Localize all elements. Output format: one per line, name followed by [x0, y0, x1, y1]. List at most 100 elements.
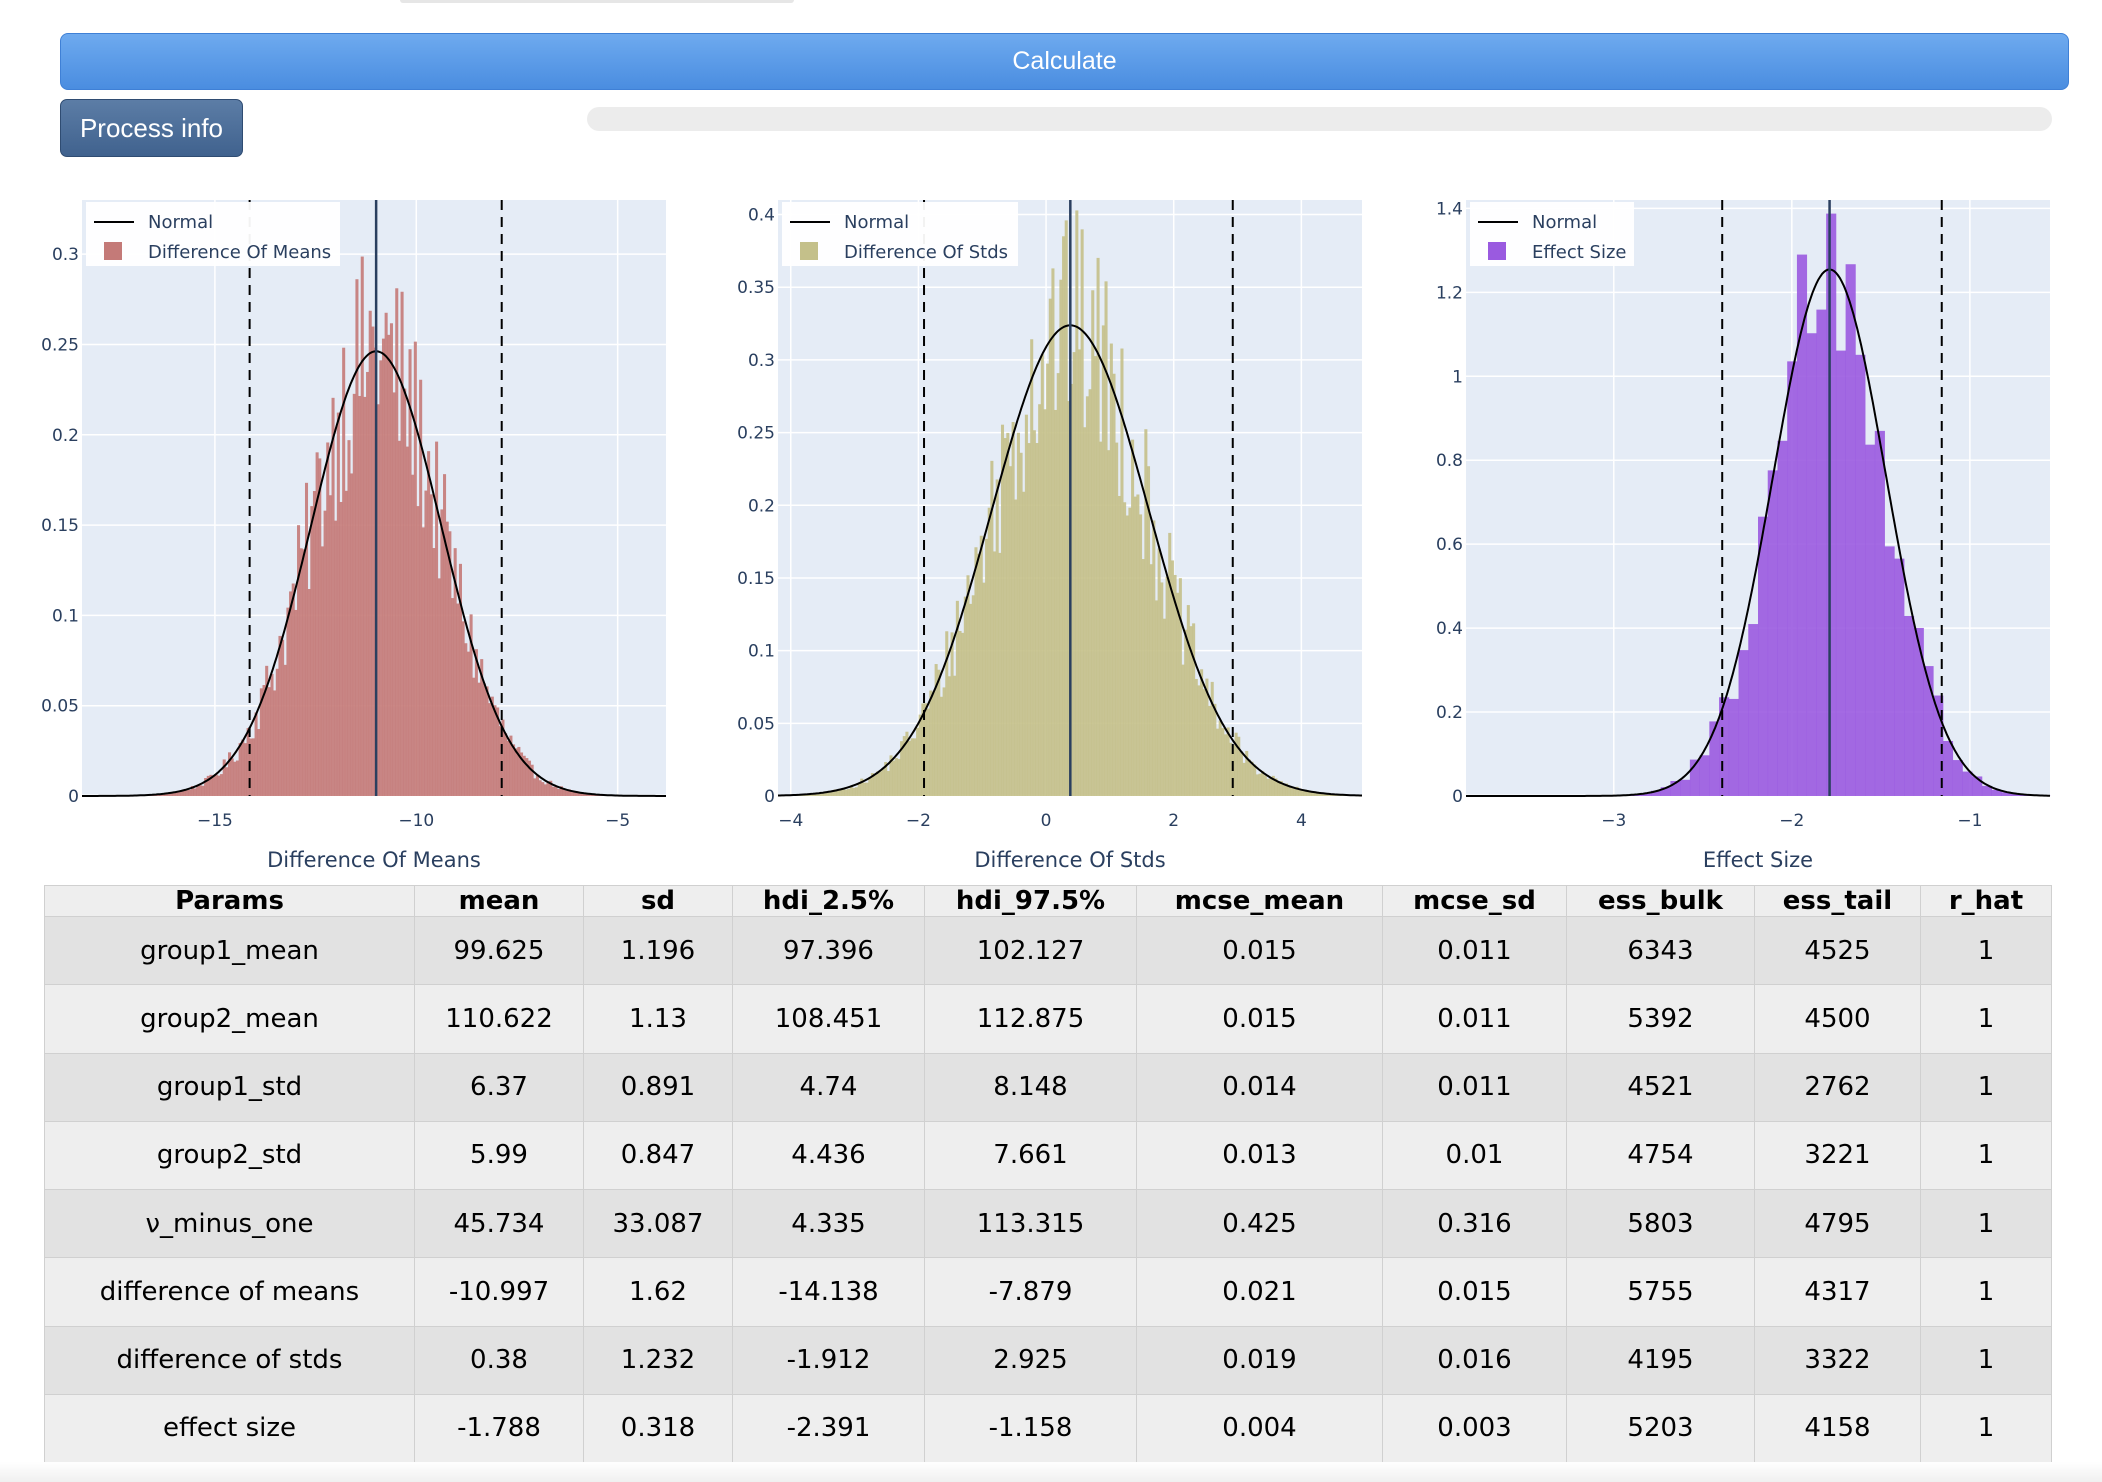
- y-tick-label: 0: [68, 787, 79, 807]
- cell-hdi-low: 4.436: [732, 1120, 925, 1191]
- y-tick-label: 1.2: [1436, 283, 1463, 303]
- histogram-bar: [1991, 789, 2002, 796]
- cell-param: ν_minus_one: [44, 1188, 415, 1259]
- y-tick-label: 0: [764, 787, 775, 807]
- histogram-bar: [535, 775, 539, 796]
- process-info-button[interactable]: Process info: [60, 99, 243, 157]
- calculate-button[interactable]: Calculate: [60, 33, 2069, 90]
- histogram-bar: [1285, 783, 1289, 796]
- histogram-bar: [942, 687, 946, 796]
- histogram-bar: [1680, 779, 1691, 796]
- histogram-bar: [243, 743, 247, 796]
- cell-hdi-high: 112.875: [924, 984, 1137, 1054]
- histogram-bar: [817, 793, 821, 796]
- histogram-bar: [1205, 678, 1209, 796]
- histogram-bar: [1112, 373, 1116, 796]
- histogram-bar: [1146, 466, 1151, 796]
- histogram-bar: [565, 790, 569, 796]
- histogram-bar: [1322, 793, 1326, 796]
- histogram-bar: [1261, 771, 1265, 796]
- histogram-bar: [193, 788, 197, 796]
- histogram-bar: [1258, 773, 1262, 796]
- cell-mcse-mean: 0.021: [1136, 1257, 1383, 1327]
- histogram-bar: [1200, 669, 1204, 796]
- histogram-bar: [849, 785, 853, 796]
- histogram-bar: [1709, 721, 1720, 796]
- histogram-bar: [1030, 339, 1034, 796]
- cell-r-hat: 1: [1920, 1188, 2052, 1259]
- histogram-bar: [1101, 325, 1105, 796]
- y-tick-label: 1: [1452, 367, 1463, 387]
- histogram-bar: [1282, 784, 1286, 796]
- histogram-bar: [262, 685, 266, 796]
- histogram-bar: [538, 780, 542, 796]
- histogram-bar: [1670, 780, 1681, 796]
- cell-sd: 33.087: [583, 1188, 733, 1259]
- histogram-bar: [1054, 409, 1058, 796]
- cell-mcse-mean: 0.019: [1136, 1325, 1383, 1395]
- histogram-bar: [1019, 452, 1023, 796]
- histogram-bar: [435, 441, 439, 796]
- histogram-bar: [453, 548, 457, 796]
- histogram-bar: [241, 739, 245, 796]
- histogram-bar: [281, 639, 285, 796]
- histogram-bar: [974, 547, 978, 796]
- histogram-bar: [1093, 356, 1097, 796]
- histogram-bar: [947, 676, 951, 796]
- x-tick-label: −2: [906, 811, 931, 831]
- histogram-bar: [828, 792, 832, 796]
- x-axis-title: Difference Of Stds: [974, 848, 1165, 872]
- y-tick-label: 0.1: [748, 642, 775, 662]
- histogram-bar: [1981, 785, 1992, 796]
- histogram-bar: [939, 696, 943, 796]
- histogram-bar: [1016, 432, 1020, 796]
- cell-hdi-high: 7.661: [924, 1120, 1137, 1191]
- histogram-bar: [504, 733, 508, 796]
- cell-mcse-sd: 0.003: [1382, 1393, 1567, 1464]
- histogram-bar: [188, 789, 192, 796]
- histogram-bar: [238, 743, 242, 796]
- histogram-bar: [1287, 786, 1291, 796]
- histogram-bar: [1133, 496, 1137, 796]
- histogram-bar: [1269, 778, 1273, 796]
- histogram-bar: [961, 632, 965, 796]
- histogram-bar: [1178, 578, 1182, 796]
- histogram-bar: [1218, 720, 1222, 796]
- histogram-bar: [1006, 432, 1010, 796]
- histogram-bar: [1245, 750, 1249, 796]
- histogram-bar: [472, 677, 476, 796]
- histogram-bar: [251, 738, 255, 796]
- histogram-bar: [461, 621, 465, 796]
- cell-mcse-mean: 0.015: [1136, 984, 1383, 1054]
- histogram-bar: [1641, 793, 1652, 796]
- histogram-bar: [1806, 333, 1817, 796]
- histogram-bar: [358, 395, 362, 796]
- header-hdi-high: hdi_97.5%: [924, 885, 1137, 917]
- histogram-bar: [963, 596, 967, 796]
- histogram-bar: [249, 738, 253, 796]
- histogram-bars: [143, 256, 606, 796]
- histogram-bar: [1324, 793, 1328, 796]
- histogram-bar: [474, 649, 478, 796]
- histogram-bar: [1131, 439, 1135, 796]
- cell-ess-bulk: 5803: [1566, 1188, 1755, 1259]
- cell-r-hat: 1: [1920, 1120, 2052, 1191]
- legend-bar-swatch: [104, 242, 122, 260]
- histogram-bar: [945, 631, 949, 796]
- y-tick-label: 0.4: [1436, 619, 1463, 639]
- histogram-bar: [485, 686, 489, 796]
- histogram-bar: [1835, 350, 1846, 796]
- histogram-bar: [1826, 213, 1837, 796]
- y-tick-label: 0.2: [748, 496, 775, 516]
- header-ess-bulk: ess_bulk: [1566, 885, 1755, 917]
- cell-param: group2_mean: [44, 984, 415, 1054]
- histogram-bar: [1040, 354, 1044, 796]
- histogram-bar: [1043, 409, 1047, 796]
- y-tick-label: 0.4: [748, 206, 775, 226]
- histogram-bar: [506, 740, 510, 796]
- histogram-bar: [1279, 781, 1283, 796]
- histogram-bar: [443, 474, 447, 796]
- cell-mcse-sd: 0.011: [1382, 1052, 1567, 1122]
- header-r-hat: r_hat: [1920, 885, 2052, 917]
- cell-ess-bulk: 4521: [1566, 1052, 1755, 1122]
